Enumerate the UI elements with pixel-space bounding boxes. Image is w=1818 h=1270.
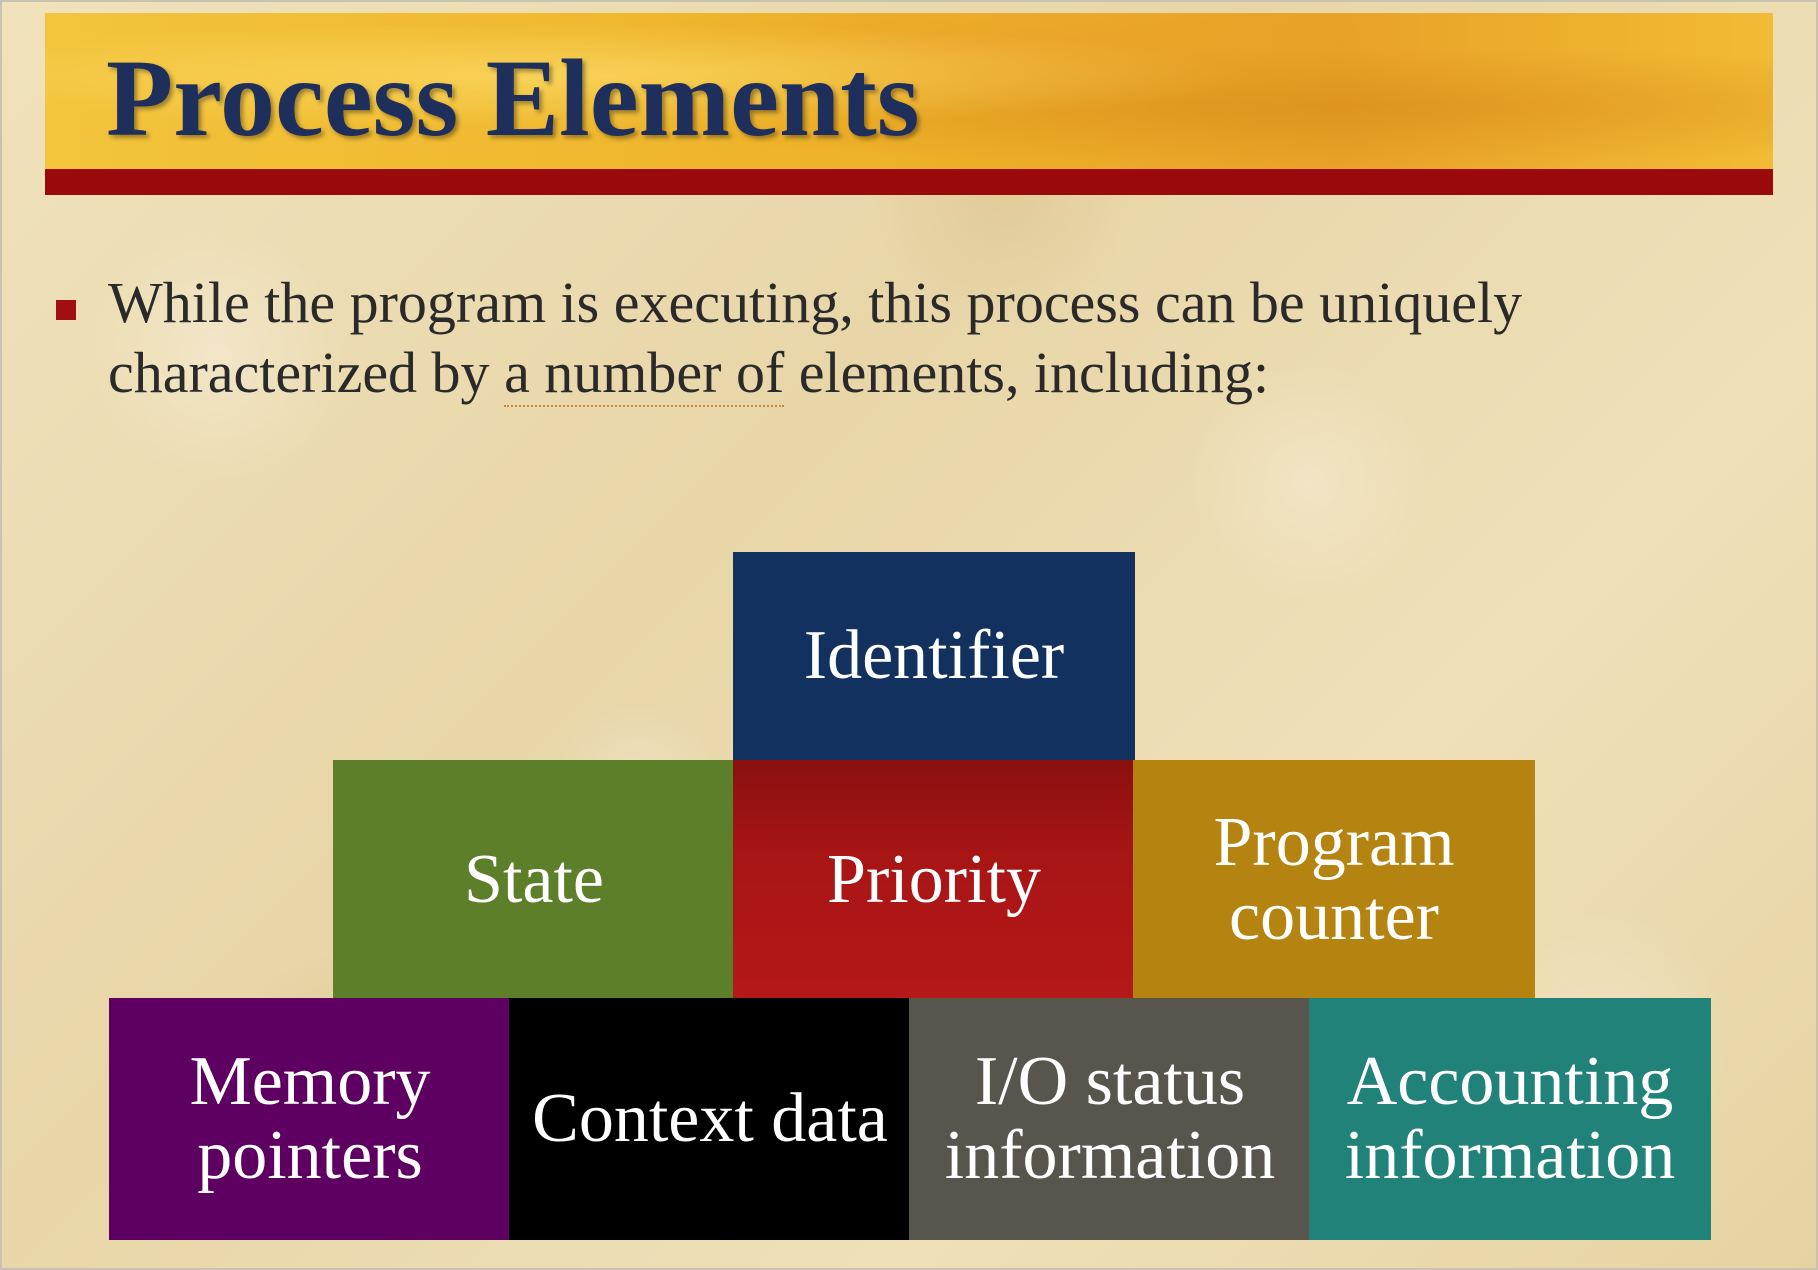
block-identifier: Identifier — [733, 552, 1135, 760]
block-context-data: Context data — [509, 998, 911, 1240]
page-title: Process Elements — [106, 37, 920, 159]
block-accounting-information: Accounting information — [1309, 998, 1711, 1240]
title-underline-bar — [45, 169, 1773, 195]
bullet-text-part-1: While the program is executing, this pro… — [108, 270, 1523, 405]
block-priority: Priority — [733, 760, 1135, 1000]
bullet-text-underlined: a number of — [504, 340, 785, 407]
bullet-square-icon — [56, 300, 76, 320]
block-io-status-information: I/O status information — [909, 998, 1311, 1240]
title-banner — [45, 13, 1773, 169]
bullet-text: While the program is executing, this pro… — [108, 268, 1798, 408]
block-memory-pointers: Memory pointers — [109, 998, 511, 1240]
bullet-text-part-2: elements, including: — [784, 340, 1270, 405]
block-state: State — [333, 760, 735, 1000]
block-program-counter: Program counter — [1133, 760, 1535, 1000]
